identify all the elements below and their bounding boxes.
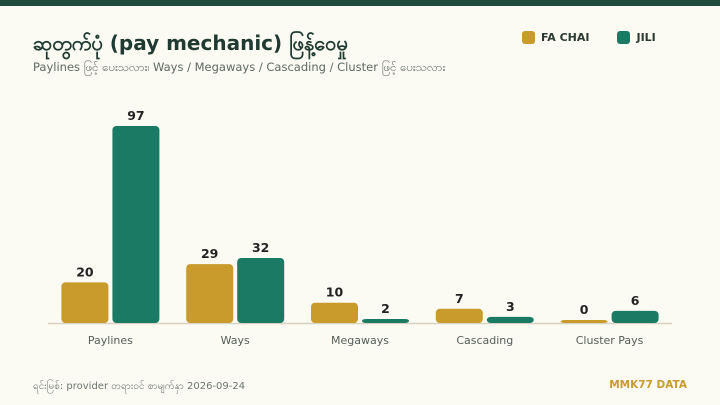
bar-fa-chai-megaways bbox=[311, 302, 358, 323]
source-note: ရင်းမြစ်: provider တရားဝင် စာမျက်နှာ 202… bbox=[33, 381, 246, 392]
x-tick-label-ways: Ways bbox=[221, 334, 250, 347]
data-label-jili-paylines: 97 bbox=[127, 108, 144, 123]
x-tick-label-cluster-pays: Cluster Pays bbox=[576, 334, 644, 347]
x-tick-label-paylines: Paylines bbox=[88, 334, 133, 347]
data-label-fa-chai-paylines: 20 bbox=[76, 264, 94, 279]
legend-label-jili: JILI bbox=[636, 31, 656, 44]
bar-jili-paylines bbox=[112, 126, 160, 323]
bar-fa-chai-paylines bbox=[61, 282, 109, 323]
legend-swatch-fa-chai bbox=[522, 31, 535, 44]
chart-title: ဆုတွက်ပုံ (pay mechanic) ဖြန့်ဝေမှု bbox=[33, 31, 348, 55]
bar-jili-cascading bbox=[486, 316, 534, 323]
bar-fa-chai-cascading bbox=[435, 308, 483, 323]
x-tick-label-cascading: Cascading bbox=[456, 334, 513, 347]
data-label-fa-chai-cluster-pays: 0 bbox=[580, 302, 589, 317]
bar-jili-cluster-pays bbox=[611, 310, 659, 323]
data-label-fa-chai-megaways: 10 bbox=[326, 285, 344, 300]
legend-item-fa-chai: FA CHAI bbox=[522, 31, 589, 44]
top-accent-bar bbox=[0, 0, 720, 6]
brand-label: MMK77 DATA bbox=[609, 379, 687, 391]
chart-subtitle: Paylines ဖြင့် ပေးသလား၊ Ways / Megaways … bbox=[33, 60, 446, 74]
data-label-fa-chai-cascading: 7 bbox=[455, 291, 464, 306]
legend-label-fa-chai: FA CHAI bbox=[541, 31, 590, 44]
bar-jili-megaways bbox=[362, 318, 409, 323]
data-label-jili-megaways: 2 bbox=[381, 301, 390, 316]
bar-jili-ways bbox=[237, 258, 285, 323]
bar-fa-chai-cluster-pays bbox=[560, 320, 608, 323]
legend-swatch-jili bbox=[617, 31, 631, 44]
legend: FA CHAI JILI bbox=[522, 31, 656, 44]
data-label-jili-cascading: 3 bbox=[506, 299, 515, 314]
x-tick-label-megaways: Megaways bbox=[331, 334, 389, 347]
data-label-jili-cluster-pays: 6 bbox=[631, 293, 640, 308]
legend-item-jili: JILI bbox=[617, 31, 656, 44]
data-label-fa-chai-ways: 29 bbox=[201, 246, 218, 261]
bar-fa-chai-ways bbox=[186, 264, 234, 323]
data-label-jili-ways: 32 bbox=[252, 240, 269, 255]
